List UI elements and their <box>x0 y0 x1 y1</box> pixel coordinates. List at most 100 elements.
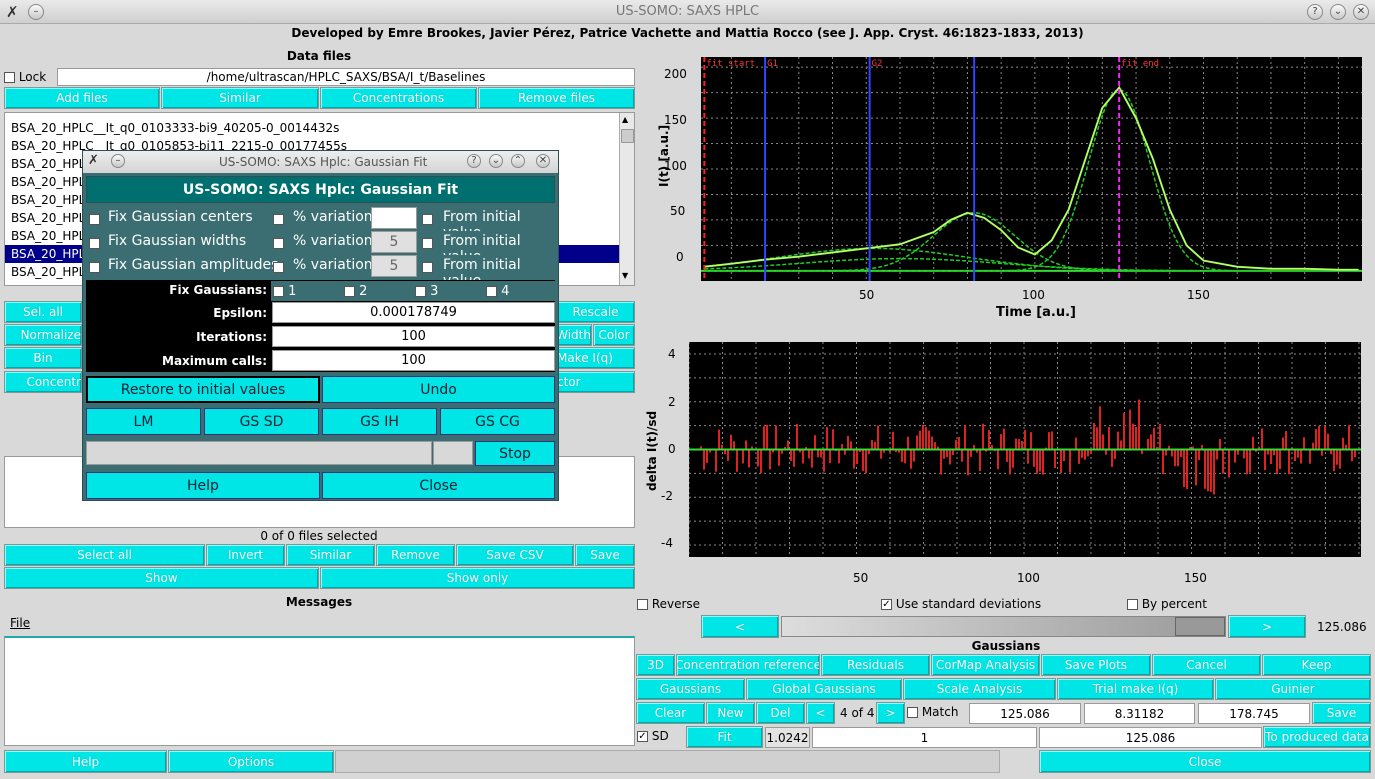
use-sd-checkbox[interactable]: ✓ Use standard deviations <box>881 597 1042 611</box>
fix-widths-checkbox[interactable] <box>89 235 100 251</box>
remove-files-button[interactable]: Remove files <box>478 87 635 109</box>
save-gauss-button[interactable]: Save <box>1312 702 1371 724</box>
list-item[interactable]: BSA_20_HPLC__It_q0_0105853-bi11_2215-0_0… <box>11 139 347 153</box>
show-only-button[interactable]: Show only <box>320 567 635 589</box>
widths-pct-field[interactable]: 5 <box>371 231 417 253</box>
dialog-menu-button[interactable]: – <box>111 154 125 168</box>
guinier-button[interactable]: Guinier <box>1215 678 1371 700</box>
invert-button[interactable]: Invert <box>206 544 285 566</box>
restore-initial-button[interactable]: Restore to initial values <box>86 376 320 403</box>
list-scrollbar[interactable]: ▲ ▼ <box>619 113 634 285</box>
clear-button[interactable]: Clear <box>636 702 705 724</box>
fix-gauss-4-checkbox[interactable]: 4 <box>486 284 509 299</box>
by-percent-checkbox[interactable]: By percent <box>1127 597 1207 611</box>
fix-centers-checkbox[interactable] <box>89 211 100 227</box>
scale-analysis-button[interactable]: Scale Analysis <box>903 678 1056 700</box>
centers-pct-checkbox[interactable]: ✓ <box>273 213 284 225</box>
trial-make-iq-button[interactable]: Trial make I(q) <box>1057 678 1214 700</box>
sd-checkbox[interactable]: ✓ SD <box>637 729 669 743</box>
path-field[interactable]: /home/ultrascan/HPLC_SAXS/BSA/I_t/Baseli… <box>57 68 635 86</box>
file-menu[interactable]: File <box>10 616 31 630</box>
global-gaussians-button[interactable]: Global Gaussians <box>746 678 902 700</box>
gauss-center-field[interactable]: 125.086 <box>969 703 1081 724</box>
factor-button[interactable]: ctor <box>556 371 635 393</box>
help-icon[interactable]: ? <box>1307 4 1323 20</box>
scroll-down-icon[interactable]: ▼ <box>622 271 629 280</box>
scroll-up-icon[interactable]: ▲ <box>622 115 629 124</box>
lock-checkbox[interactable]: Lock <box>4 70 46 84</box>
slider-next-button[interactable]: > <box>1228 615 1306 638</box>
gauss-next-button[interactable]: > <box>876 702 905 724</box>
list-item[interactable]: BSA_20_HPL <box>11 193 86 207</box>
rescale-button[interactable]: Rescale <box>556 301 635 323</box>
similar-button[interactable]: Similar <box>161 87 319 109</box>
select-all-button[interactable]: Select all <box>4 544 205 566</box>
help-button[interactable]: Help <box>4 750 167 773</box>
lm-button[interactable]: LM <box>86 408 201 435</box>
dialog-help-button[interactable]: Help <box>86 472 320 499</box>
make-iq-button[interactable]: Make I(q) <box>556 347 635 369</box>
app-icon[interactable]: ✗ <box>6 3 19 21</box>
gaussians-button[interactable]: Gaussians <box>636 678 745 700</box>
width-button[interactable]: Width <box>556 324 592 346</box>
widths-from-initial-checkbox[interactable] <box>422 235 433 251</box>
residuals-button[interactable]: Residuals <box>821 654 930 676</box>
remove-button[interactable]: Remove <box>376 544 455 566</box>
time-slider[interactable] <box>781 616 1226 637</box>
list-item[interactable]: BSA_20_HPL <box>11 175 86 189</box>
save-plots-button[interactable]: Save Plots <box>1041 654 1151 676</box>
match-checkbox[interactable]: Match <box>907 705 958 719</box>
fit-start-field[interactable]: 1 <box>812 727 1037 748</box>
fit-end-field[interactable]: 125.086 <box>1039 727 1262 748</box>
slider-prev-button[interactable]: < <box>701 615 779 638</box>
similar-selection-button[interactable]: Similar <box>286 544 375 566</box>
maxcalls-field[interactable]: 100 <box>272 350 555 371</box>
residuals-plot[interactable] <box>688 342 1361 557</box>
color-button[interactable]: Color <box>593 324 635 346</box>
amplitudes-from-initial-checkbox[interactable] <box>422 259 433 275</box>
cancel-button[interactable]: Cancel <box>1152 654 1261 676</box>
list-item[interactable]: BSA_20_HPLC__It_q0_0103333-bi9_40205-0_0… <box>11 121 340 135</box>
to-produced-data-button[interactable]: To produced data <box>1263 726 1371 748</box>
window-menu-button[interactable]: – <box>28 4 44 20</box>
dialog-minimize-icon[interactable]: ⌄ <box>489 154 503 168</box>
epsilon-field[interactable]: 0.000178749 <box>272 302 555 323</box>
concentration-button[interactable]: Concentr <box>4 371 82 393</box>
amplitudes-pct-checkbox[interactable] <box>273 259 284 275</box>
save-csv-button[interactable]: Save CSV <box>456 544 574 566</box>
3d-button[interactable]: 3D <box>636 654 675 676</box>
centers-pct-field[interactable]: 5 <box>371 207 417 229</box>
normalize-button[interactable]: Normalize <box>4 324 82 346</box>
fit-button[interactable]: Fit <box>686 726 763 748</box>
save-files-button[interactable]: Save <box>575 544 635 566</box>
list-item[interactable]: BSA_20_HPL <box>11 157 86 171</box>
options-button[interactable]: Options <box>168 750 334 773</box>
gs-ih-button[interactable]: GS IH <box>322 408 437 435</box>
dialog-app-icon[interactable]: ✗ <box>88 153 99 168</box>
cormap-analysis-button[interactable]: CorMap Analysis <box>931 654 1040 676</box>
amplitudes-pct-field[interactable]: 5 <box>371 255 417 277</box>
sel-all-button[interactable]: Sel. all <box>4 301 82 323</box>
keep-button[interactable]: Keep <box>1262 654 1371 676</box>
list-item[interactable]: BSA_20_HPL <box>11 247 86 261</box>
dialog-close-icon[interactable]: ✕ <box>536 154 550 168</box>
concentration-reference-button[interactable]: Concentration reference <box>676 654 820 676</box>
minimize-icon[interactable]: ⌄ <box>1330 4 1346 20</box>
reverse-checkbox[interactable]: Reverse <box>637 597 700 611</box>
list-item[interactable]: BSA_20_HPL <box>11 265 86 279</box>
del-button[interactable]: Del <box>756 702 805 724</box>
show-button[interactable]: Show <box>4 567 319 589</box>
list-item[interactable]: BSA_20_HPL <box>11 229 86 243</box>
undo-button[interactable]: Undo <box>322 376 555 403</box>
concentrations-button[interactable]: Concentrations <box>320 87 477 109</box>
dialog-maximize-icon[interactable]: ⌃ <box>511 154 525 168</box>
list-item[interactable]: BSA_20_HPL <box>11 211 86 225</box>
bin-button[interactable]: Bin <box>4 347 82 369</box>
add-files-button[interactable]: Add files <box>4 87 160 109</box>
fix-gauss-2-checkbox[interactable]: 2 <box>344 284 367 299</box>
scroll-thumb[interactable] <box>621 129 634 143</box>
gs-sd-button[interactable]: GS SD <box>204 408 319 435</box>
fix-gauss-3-checkbox[interactable]: 3 <box>415 284 438 299</box>
close-icon[interactable]: ✕ <box>1353 4 1369 20</box>
new-button[interactable]: New <box>706 702 755 724</box>
